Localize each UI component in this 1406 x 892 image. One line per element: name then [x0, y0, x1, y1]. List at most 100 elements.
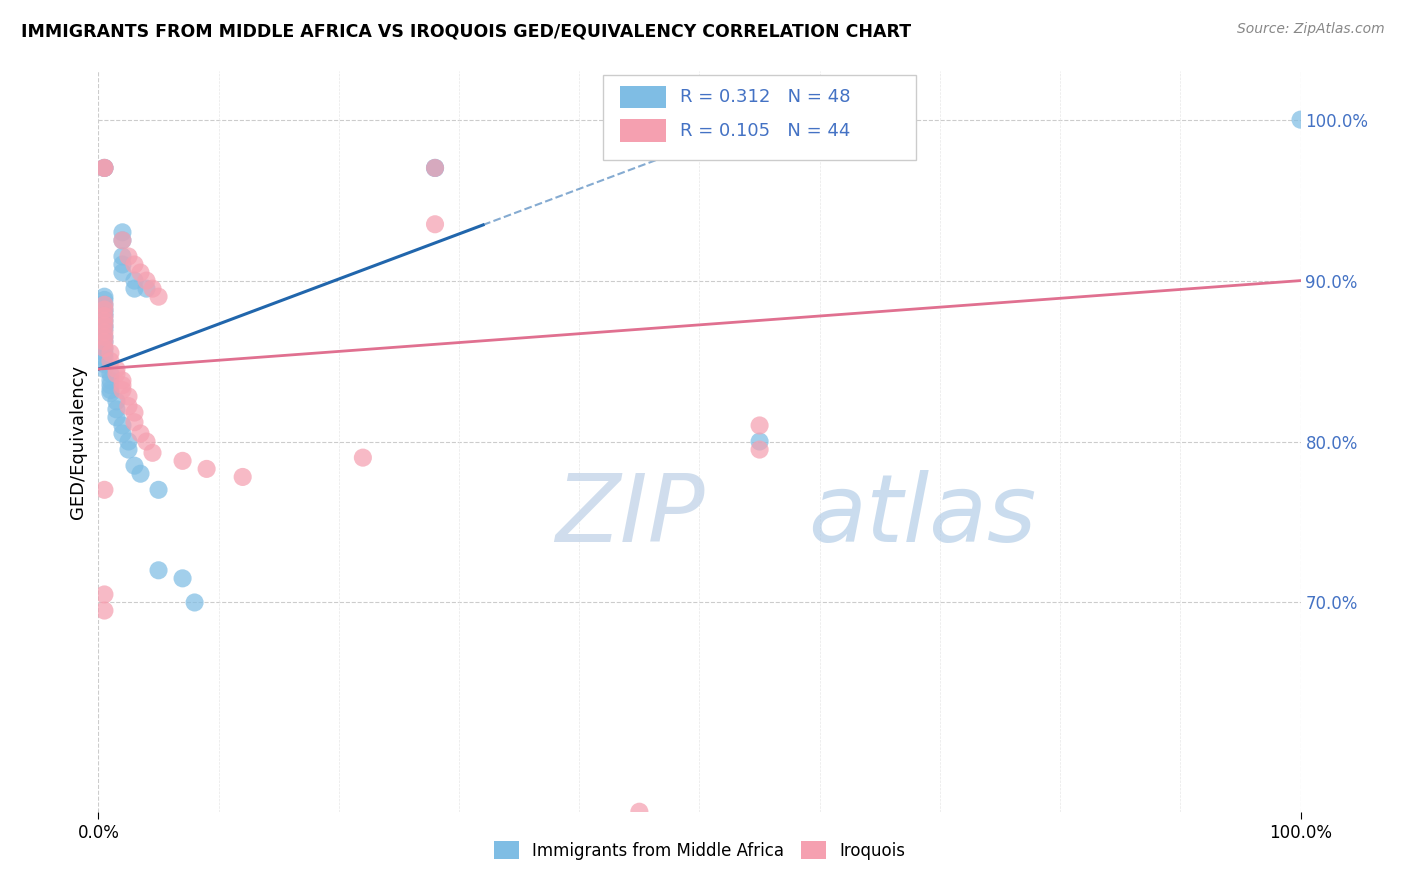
Point [93, 161, 115, 175]
Point [100, 346, 122, 360]
Point [141, 446, 163, 460]
Point [100, 373, 122, 387]
Point [423, 161, 446, 175]
Point [100, 378, 122, 392]
Point [124, 406, 146, 420]
Point [124, 258, 146, 272]
Point [93, 293, 115, 307]
Text: ZIP: ZIP [555, 470, 704, 561]
Point [232, 470, 254, 484]
Point [93, 483, 115, 497]
Point [111, 266, 134, 280]
Point [111, 249, 134, 264]
Point [100, 383, 122, 397]
Point [93, 290, 115, 304]
Point [93, 334, 115, 349]
Point [352, 450, 374, 465]
Point [141, 282, 163, 296]
Point [93, 298, 115, 312]
Point [105, 402, 128, 417]
Point [748, 434, 770, 449]
Point [423, 161, 446, 175]
Point [748, 442, 770, 457]
FancyBboxPatch shape [603, 75, 915, 161]
Point [129, 426, 152, 441]
Point [105, 410, 128, 425]
Point [93, 161, 115, 175]
Point [117, 442, 139, 457]
Point [124, 458, 146, 473]
Point [117, 434, 139, 449]
Point [93, 309, 115, 323]
Point [129, 467, 152, 481]
FancyBboxPatch shape [620, 87, 666, 109]
Point [111, 418, 134, 433]
Point [93, 161, 115, 175]
Point [124, 282, 146, 296]
Text: IMMIGRANTS FROM MIDDLE AFRICA VS IROQUOIS GED/EQUIVALENCY CORRELATION CHART: IMMIGRANTS FROM MIDDLE AFRICA VS IROQUOI… [21, 22, 911, 40]
Point [100, 354, 122, 368]
Point [124, 274, 146, 288]
Point [105, 362, 128, 376]
Point [93, 318, 115, 333]
Point [423, 217, 446, 231]
Point [93, 309, 115, 323]
Point [124, 415, 146, 429]
Point [100, 386, 122, 401]
Point [195, 462, 218, 476]
Point [129, 266, 152, 280]
Point [111, 233, 134, 247]
Point [93, 341, 115, 355]
Point [117, 399, 139, 413]
Point [1289, 112, 1312, 127]
Point [93, 161, 115, 175]
Point [93, 330, 115, 344]
Point [93, 314, 115, 328]
Point [93, 341, 115, 355]
Point [93, 362, 115, 376]
Point [111, 426, 134, 441]
Point [93, 351, 115, 365]
Point [93, 587, 115, 601]
Point [111, 225, 134, 239]
Point [93, 314, 115, 328]
Legend: Immigrants from Middle Africa, Iroquois: Immigrants from Middle Africa, Iroquois [486, 835, 912, 866]
Text: R = 0.312   N = 48: R = 0.312 N = 48 [681, 88, 851, 106]
Y-axis label: GED/Equivalency: GED/Equivalency [69, 365, 87, 518]
Point [148, 290, 170, 304]
Point [172, 571, 194, 585]
Point [423, 161, 446, 175]
Point [105, 394, 128, 409]
Point [100, 367, 122, 381]
Point [748, 418, 770, 433]
Point [117, 249, 139, 264]
Point [111, 373, 134, 387]
Point [105, 367, 128, 381]
Point [172, 454, 194, 468]
Point [93, 357, 115, 371]
Point [93, 322, 115, 336]
Point [148, 483, 170, 497]
FancyBboxPatch shape [620, 120, 666, 142]
Point [135, 434, 157, 449]
Point [111, 383, 134, 397]
Point [93, 302, 115, 317]
Point [93, 318, 115, 333]
Point [111, 378, 134, 392]
Point [135, 282, 157, 296]
Text: atlas: atlas [807, 470, 1036, 561]
Point [93, 334, 115, 349]
Point [93, 346, 115, 360]
Point [183, 595, 205, 609]
Point [111, 233, 134, 247]
Point [628, 805, 651, 819]
Point [93, 603, 115, 617]
Point [148, 563, 170, 577]
Point [93, 302, 115, 317]
Point [111, 258, 134, 272]
Point [117, 389, 139, 403]
Point [93, 306, 115, 320]
Point [93, 325, 115, 339]
Point [93, 330, 115, 344]
Text: R = 0.105   N = 44: R = 0.105 N = 44 [681, 121, 851, 139]
